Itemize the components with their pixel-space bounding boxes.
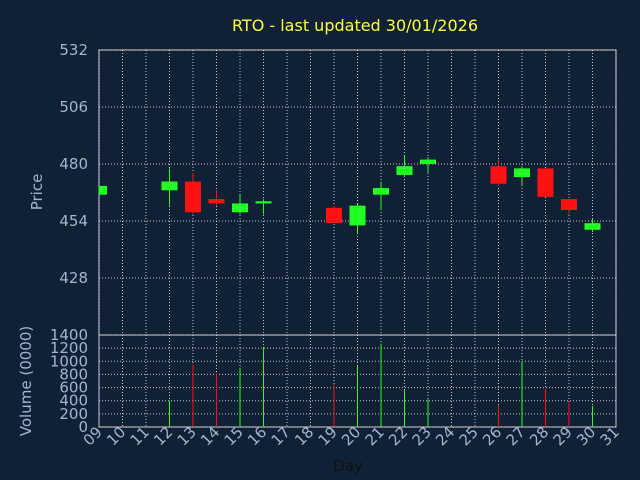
volume-tick-label: 400 <box>59 392 88 410</box>
price-tick-label: 480 <box>59 155 88 173</box>
volume-tick-label: 800 <box>59 365 88 383</box>
candle-body <box>232 203 248 213</box>
candle-body <box>490 166 507 184</box>
price-tick-label: 532 <box>59 41 88 59</box>
x-axis-label: Day <box>333 457 363 475</box>
candle-body <box>514 168 530 178</box>
volume-axis-label: Volume (0000) <box>17 326 35 436</box>
volume-panel: 0200400600800100012001400091011121314151… <box>50 326 623 449</box>
volume-tick-label: 1000 <box>50 352 88 370</box>
volume-tick-label: 1200 <box>50 339 88 357</box>
price-tick-label: 428 <box>59 269 88 287</box>
volume-tick-label: 0 <box>78 418 88 436</box>
candle-body <box>561 199 577 211</box>
price-tick-label: 454 <box>59 212 88 230</box>
chart-title: RTO - last updated 30/01/2026 <box>232 16 478 35</box>
candle-body <box>537 168 554 197</box>
price-axis-label: Price <box>28 174 46 211</box>
volume-tick-label: 1400 <box>50 326 88 344</box>
candle-body <box>161 181 178 191</box>
candle-body <box>373 188 389 195</box>
price-tick-label: 506 <box>59 98 88 116</box>
candle-body <box>185 181 201 213</box>
volume-tick-label: 200 <box>59 405 88 423</box>
price-panel: 428 454 480 506 532 <box>59 41 617 336</box>
candle-body <box>326 207 342 224</box>
candle-body <box>396 166 413 175</box>
volume-tick-label: 600 <box>59 379 88 397</box>
candle-body <box>584 223 601 230</box>
candle-body <box>349 205 366 226</box>
candle-body <box>255 201 272 204</box>
candle-body <box>420 159 436 164</box>
candle-body <box>208 199 225 204</box>
candle-body <box>99 185 107 195</box>
